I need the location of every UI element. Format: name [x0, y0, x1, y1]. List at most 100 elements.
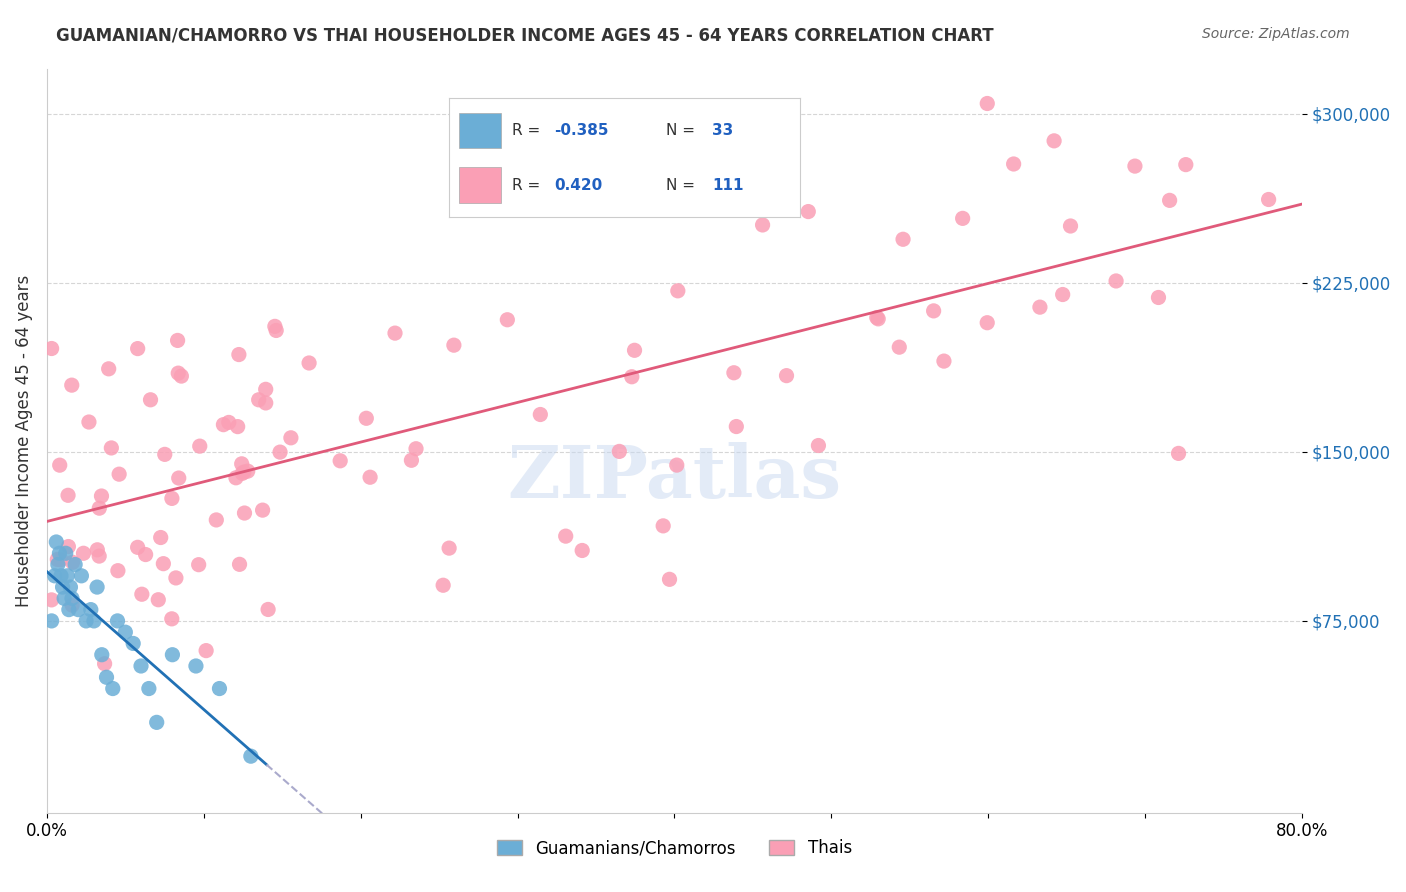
Point — [226, 419, 249, 434]
Point — [891, 232, 914, 246]
Point — [188, 439, 211, 453]
Legend: Guamanians/Chamorros, Thais: Guamanians/Chamorros, Thais — [491, 832, 859, 863]
Point — [195, 643, 218, 657]
Point — [167, 471, 190, 485]
Point — [666, 284, 689, 298]
Point — [160, 612, 183, 626]
Y-axis label: Householder Income Ages 45 - 64 years: Householder Income Ages 45 - 64 years — [15, 275, 32, 607]
Point — [48, 458, 70, 472]
Point — [107, 614, 129, 628]
Point — [48, 546, 70, 560]
Point — [205, 513, 228, 527]
Point — [75, 614, 97, 628]
Point — [571, 543, 593, 558]
Text: Source: ZipAtlas.com: Source: ZipAtlas.com — [1202, 27, 1350, 41]
Point — [889, 340, 911, 354]
Point — [866, 310, 889, 325]
Point — [62, 555, 84, 569]
Point — [70, 569, 93, 583]
Point — [527, 190, 550, 204]
Point — [329, 454, 352, 468]
Point — [1174, 158, 1197, 172]
Point — [254, 396, 277, 410]
Point — [49, 569, 72, 583]
Point — [107, 564, 129, 578]
Point — [77, 415, 100, 429]
Point — [129, 659, 152, 673]
Point — [131, 587, 153, 601]
Point — [97, 361, 120, 376]
Point — [55, 546, 77, 560]
Point — [384, 326, 406, 340]
Point — [1059, 219, 1081, 233]
Point — [1123, 159, 1146, 173]
Point — [165, 571, 187, 585]
Point — [149, 531, 172, 545]
Point — [67, 602, 90, 616]
Point — [153, 447, 176, 461]
Point — [723, 366, 745, 380]
Text: GUAMANIAN/CHAMORRO VS THAI HOUSEHOLDER INCOME AGES 45 - 64 YEARS CORRELATION CHA: GUAMANIAN/CHAMORRO VS THAI HOUSEHOLDER I… — [56, 27, 994, 45]
Point — [44, 569, 66, 583]
Point — [86, 580, 108, 594]
Point — [1105, 274, 1128, 288]
Point — [160, 491, 183, 506]
Point — [607, 444, 630, 458]
Point — [139, 392, 162, 407]
Point — [89, 549, 111, 563]
Point — [652, 519, 675, 533]
Point — [53, 591, 76, 606]
Point — [247, 392, 270, 407]
Point — [232, 465, 254, 479]
Point — [1043, 134, 1066, 148]
Point — [187, 558, 209, 572]
Point — [72, 546, 94, 560]
Point — [90, 648, 112, 662]
Point — [170, 369, 193, 384]
Point — [41, 593, 63, 607]
Point — [145, 715, 167, 730]
Point — [231, 457, 253, 471]
Point — [49, 552, 72, 566]
Point — [100, 441, 122, 455]
Point — [138, 681, 160, 696]
Point — [60, 598, 83, 612]
Point — [162, 648, 184, 662]
Point — [932, 354, 955, 368]
Point — [432, 578, 454, 592]
Point — [623, 343, 645, 358]
Point — [228, 347, 250, 361]
Point — [751, 218, 773, 232]
Point — [529, 408, 551, 422]
Point — [1029, 300, 1052, 314]
Point — [52, 580, 75, 594]
Point — [401, 453, 423, 467]
Point — [554, 529, 576, 543]
Point — [257, 602, 280, 616]
Point — [63, 558, 86, 572]
Point — [443, 338, 465, 352]
Point — [60, 378, 83, 392]
Point — [1052, 287, 1074, 301]
Point — [108, 467, 131, 482]
Point — [405, 442, 427, 456]
Point — [239, 749, 262, 764]
Point — [90, 489, 112, 503]
Point — [228, 558, 250, 572]
Point — [83, 614, 105, 628]
Point — [46, 558, 69, 572]
Point — [184, 659, 207, 673]
Point — [167, 366, 190, 380]
Point — [89, 501, 111, 516]
Point — [93, 657, 115, 671]
Point — [231, 467, 253, 481]
Point — [620, 369, 643, 384]
Point — [56, 488, 79, 502]
Point — [922, 304, 945, 318]
Point — [148, 592, 170, 607]
Point — [96, 670, 118, 684]
Point — [976, 316, 998, 330]
Point — [127, 342, 149, 356]
Point — [254, 382, 277, 396]
Point — [356, 411, 378, 425]
